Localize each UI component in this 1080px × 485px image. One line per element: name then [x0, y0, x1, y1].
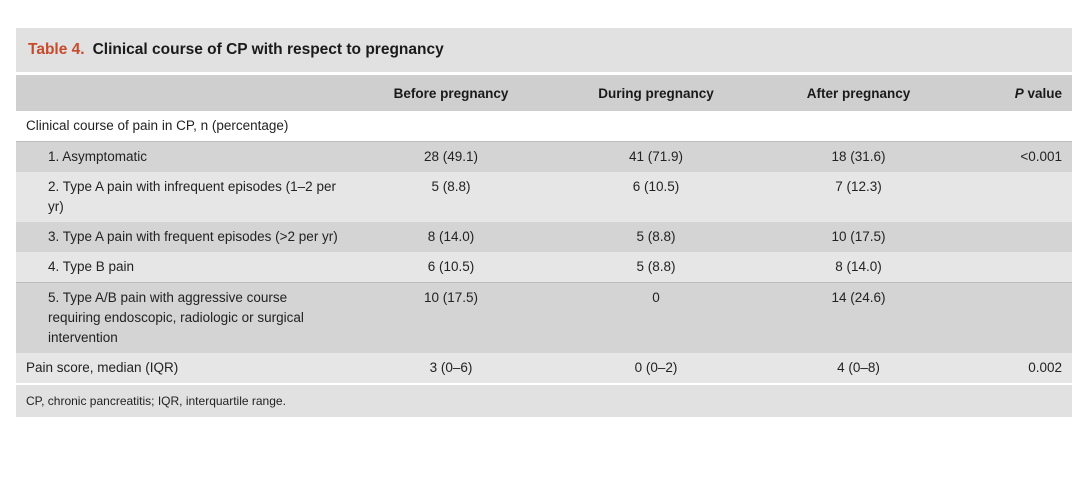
cell-during: 41 (71.9) — [628, 149, 684, 164]
cell-p-value — [961, 283, 1072, 354]
cell-p-value — [961, 172, 1072, 222]
table-row: 3. Type A pain with frequent episodes (>… — [16, 222, 1072, 252]
table-container: Table 4. Clinical course of CP with resp… — [16, 28, 1072, 417]
table-row: 1. Asymptomatic 28 (49.1) 41 (71.9) 18 (… — [16, 141, 1072, 172]
cell-after: 18 (31.6) — [831, 149, 886, 164]
cell-after: 14 (24.6) — [831, 290, 886, 305]
cell-during: 0 (0–2) — [634, 360, 678, 375]
header-during: During pregnancy — [556, 73, 756, 111]
header-row: Before pregnancy During pregnancy After … — [16, 73, 1072, 111]
row-label: 2. Type A pain with infrequent episodes … — [48, 179, 336, 214]
cell-before: 10 (17.5) — [423, 290, 479, 305]
cell-during: 5 (8.8) — [636, 229, 676, 244]
cell-during: 6 (10.5) — [632, 179, 680, 194]
cell-after: 10 (17.5) — [831, 229, 886, 244]
cell-after: 4 (0–8) — [837, 360, 880, 375]
row-label: 1. Asymptomatic — [48, 149, 148, 164]
cell-before: 3 (0–6) — [429, 360, 473, 375]
data-table: Before pregnancy During pregnancy After … — [16, 73, 1072, 383]
row-label: 5. Type A/B pain with aggressive course … — [48, 290, 304, 345]
pain-score-row: Pain score, median (IQR) 3 (0–6) 0 (0–2)… — [16, 353, 1072, 383]
cell-before: 6 (10.5) — [346, 252, 556, 283]
cell-p-value: 0.002 — [1028, 360, 1062, 375]
table-title: Table 4. Clinical course of CP with resp… — [16, 28, 1072, 73]
header-p-value: P value — [961, 73, 1072, 111]
header-after: After pregnancy — [756, 73, 961, 111]
table-number: Table 4. — [28, 41, 85, 58]
cell-p-value — [961, 222, 1072, 252]
cell-before: 28 (49.1) — [423, 149, 479, 164]
header-before: Before pregnancy — [346, 73, 556, 111]
cell-p-value: <0.001 — [1020, 149, 1062, 164]
cell-during: 5 (8.8) — [556, 252, 756, 283]
section-label: Clinical course of pain in CP, n (percen… — [16, 111, 1072, 142]
table-row: 4. Type B pain 6 (10.5) 5 (8.8) 8 (14.0) — [16, 252, 1072, 283]
header-p-rest: value — [1027, 85, 1062, 101]
section-row: Clinical course of pain in CP, n (percen… — [16, 111, 1072, 142]
header-empty — [16, 73, 346, 111]
cell-p-value — [961, 252, 1072, 283]
table-row: 5. Type A/B pain with aggressive course … — [16, 282, 1072, 354]
row-label: 3. Type A pain with frequent episodes (>… — [48, 229, 338, 244]
cell-before: 8 (14.0) — [427, 229, 475, 244]
header-p-italic: P — [1014, 85, 1024, 101]
table-title-text: Clinical course of CP with respect to pr… — [92, 41, 444, 58]
cell-during: 0 — [652, 290, 660, 305]
cell-after: 7 (12.3) — [835, 179, 882, 194]
table-footnote: CP, chronic pancreatitis; IQR, interquar… — [16, 383, 1072, 417]
table-row: 2. Type A pain with infrequent episodes … — [16, 172, 1072, 222]
cell-before: 5 (8.8) — [431, 179, 471, 194]
row-label: 4. Type B pain — [16, 252, 346, 283]
pain-score-label: Pain score, median (IQR) — [26, 360, 179, 375]
cell-after: 8 (14.0) — [756, 252, 961, 283]
